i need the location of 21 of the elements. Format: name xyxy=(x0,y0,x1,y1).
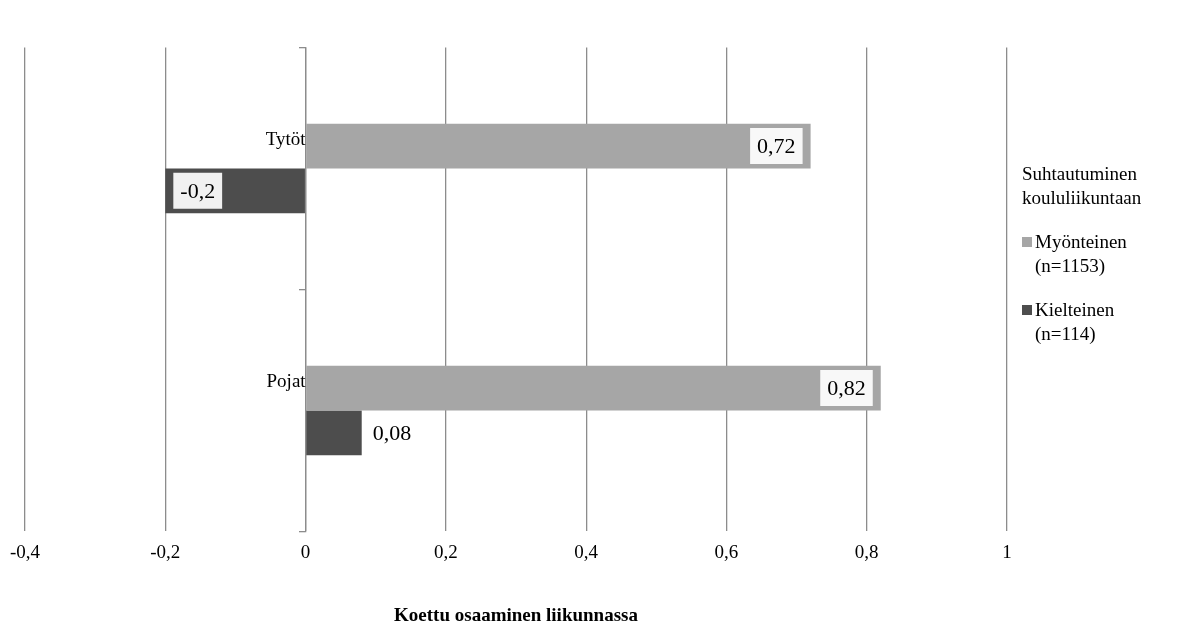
y-tick-label: Tytöt xyxy=(265,128,307,150)
x-tick-label: 0,4 xyxy=(574,540,599,562)
data-label: -0,2 xyxy=(180,177,216,203)
x-tick-label: 1 xyxy=(1002,540,1012,562)
legend-label: Kielteinen (n=114) xyxy=(1035,298,1116,346)
bar xyxy=(306,365,881,411)
legend-title: Suhtautuminen koululiikuntaan xyxy=(1022,162,1143,210)
x-tick-label: 0,6 xyxy=(714,540,739,562)
legend-label: Myönteinen (n=1153) xyxy=(1035,230,1128,278)
x-tick-label: 0,8 xyxy=(854,540,879,562)
x-tick-label: 0 xyxy=(300,540,311,562)
bar xyxy=(306,410,362,456)
x-tick-label: 0,2 xyxy=(434,540,458,562)
bar xyxy=(306,123,811,169)
data-label: 0,72 xyxy=(757,132,796,158)
x-tick-label: -0,4 xyxy=(10,540,41,562)
x-axis-title: Koettu osaaminen liikunnassa xyxy=(394,603,639,625)
y-tick-label: Pojat xyxy=(266,370,307,392)
data-label: 0,08 xyxy=(372,419,412,445)
data-label: 0,82 xyxy=(827,374,866,400)
x-tick-label: -0,2 xyxy=(150,540,181,562)
